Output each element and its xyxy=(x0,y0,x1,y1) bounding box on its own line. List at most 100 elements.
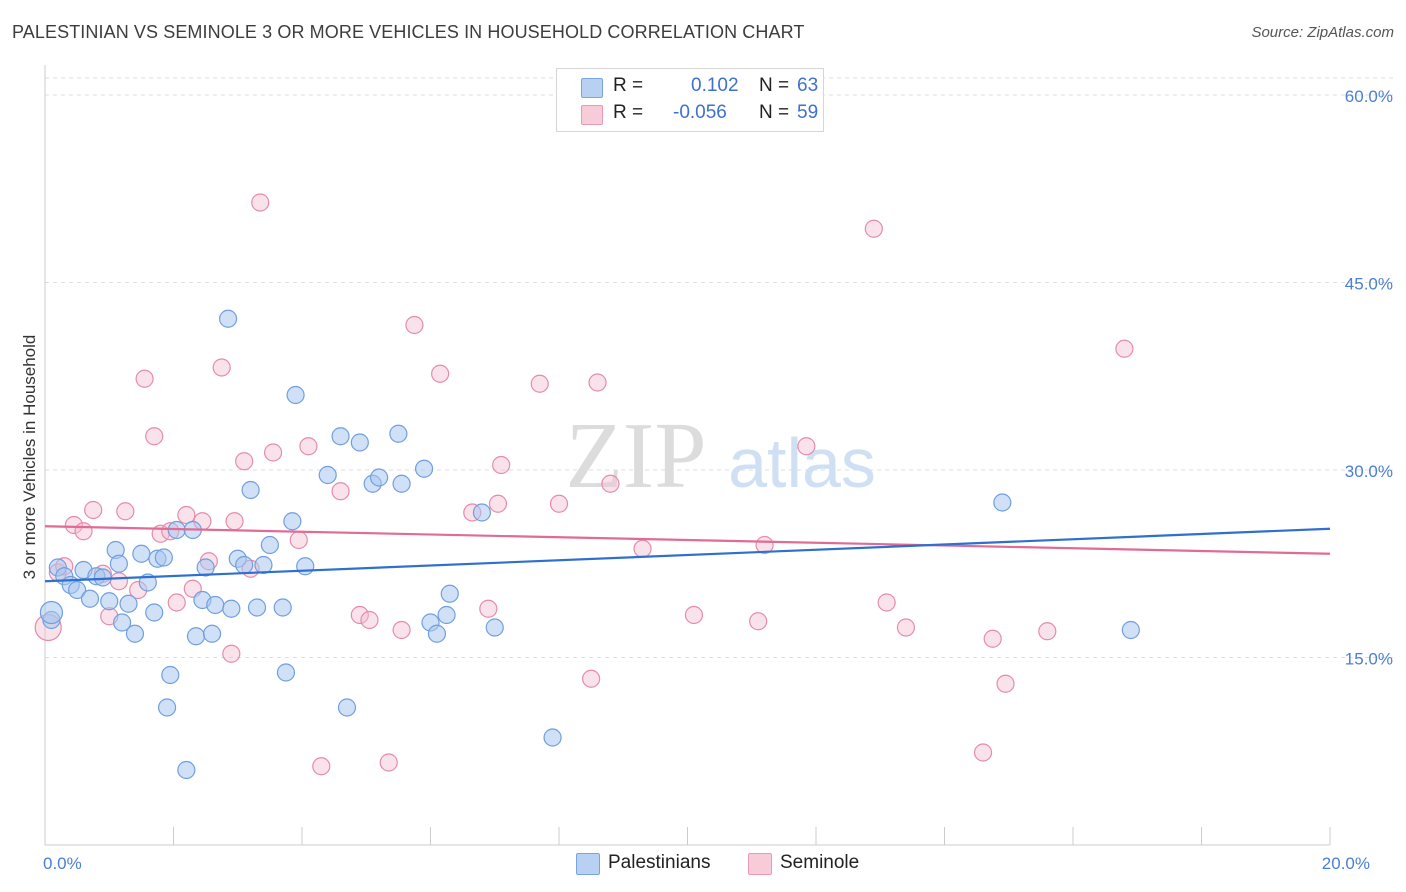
seminole-point xyxy=(431,364,450,383)
palestinian-point xyxy=(331,427,350,446)
palestinian-point xyxy=(219,309,238,328)
palestinian-point xyxy=(318,465,337,485)
palestinian-point xyxy=(276,663,296,682)
seminole-point xyxy=(84,500,103,520)
seminole-point xyxy=(392,620,411,640)
palestinian-point xyxy=(283,512,302,531)
seminole-point xyxy=(530,374,549,393)
legend-label: Seminole xyxy=(780,852,860,873)
palestinian-point xyxy=(286,385,305,405)
stats-legend: R = 0.102 N = 63 R = -0.056 N = 59 xyxy=(556,68,824,132)
watermark: ZIP atlas xyxy=(566,404,876,508)
seminole-point xyxy=(549,494,569,513)
legend-n-label: N = xyxy=(759,75,790,96)
seminole-point xyxy=(1115,339,1134,358)
seminole-point xyxy=(116,502,135,521)
chart-title: PALESTINIAN VS SEMINOLE 3 OR MORE VEHICL… xyxy=(12,22,805,42)
y-tick-label: 60.0% xyxy=(1345,87,1393,106)
palestinian-point xyxy=(145,603,164,622)
palestinian-point xyxy=(1121,620,1140,640)
seminole-trend-line xyxy=(44,525,1331,555)
seminole-point xyxy=(135,369,154,388)
seminole-point xyxy=(331,482,350,501)
legend-n-value: 59 xyxy=(797,102,819,123)
seminole-point xyxy=(864,219,883,238)
palestinian-point xyxy=(440,584,459,603)
tick-labels: 15.0% 30.0% 45.0% 60.0% 0.0% 20.0% xyxy=(43,87,1393,873)
palestinian-point xyxy=(350,433,369,452)
seminole-point xyxy=(973,743,993,762)
palestinian-point xyxy=(337,698,357,717)
palestinian-point xyxy=(260,535,279,555)
palestinian-point xyxy=(427,624,447,643)
legend-swatch-pink xyxy=(581,105,603,125)
seminole-point xyxy=(251,193,270,212)
palestinian-point xyxy=(254,555,273,575)
seminole-point xyxy=(167,593,186,612)
y-tick-label: 15.0% xyxy=(1345,650,1393,669)
seminole-point xyxy=(684,605,704,625)
trend-lines xyxy=(44,525,1331,583)
chart-source: Source: ZipAtlas.com xyxy=(1251,24,1394,41)
palestinian-point xyxy=(202,624,222,643)
legend-r-label: R = xyxy=(613,102,644,123)
palestinian-point xyxy=(543,728,562,747)
seminole-point xyxy=(74,522,93,541)
axes xyxy=(44,65,1331,846)
palestinian-point xyxy=(157,698,177,717)
palestinian-point xyxy=(161,665,180,685)
palestinian-point xyxy=(241,480,260,500)
palestinian-point xyxy=(177,760,196,780)
palestinian-point xyxy=(93,568,112,587)
palestinian-point xyxy=(68,580,87,600)
seminole-point xyxy=(996,674,1015,693)
seminole-point xyxy=(479,599,498,618)
seminole-point xyxy=(492,455,511,475)
seminole-point xyxy=(145,427,164,446)
x-tick-label: 0.0% xyxy=(43,854,82,873)
seminole-point xyxy=(360,610,379,630)
legend-n-label: N = xyxy=(759,102,790,123)
seminole-point xyxy=(488,494,508,513)
palestinian-point xyxy=(80,589,100,608)
palestinian-point xyxy=(112,613,132,632)
seminole-point xyxy=(749,612,768,631)
seminole-point xyxy=(983,629,1002,648)
palestinian-point xyxy=(154,548,173,567)
palestinian-point xyxy=(472,503,491,522)
seminole-point xyxy=(289,530,308,550)
seminole-point xyxy=(896,618,916,637)
seminole-point xyxy=(379,753,398,772)
seminole-point xyxy=(64,515,84,535)
palestinian-point xyxy=(993,493,1012,512)
legend-swatch-blue xyxy=(581,78,603,98)
seminole-point xyxy=(601,474,620,493)
seminole-point xyxy=(633,539,652,558)
legend-r-value: 0.102 xyxy=(691,75,739,96)
seminole-point xyxy=(350,605,369,625)
seminole-point xyxy=(109,572,128,591)
palestinian-point xyxy=(222,599,241,618)
y-tick-label: 30.0% xyxy=(1345,462,1393,481)
palestinian-trend-line xyxy=(44,527,1331,583)
seminole-point xyxy=(225,512,244,531)
seminole-point xyxy=(877,593,896,612)
palestinian-point xyxy=(296,557,315,576)
legend-r-label: R = xyxy=(613,75,644,96)
seminole-point xyxy=(312,757,331,776)
palestinian-point xyxy=(119,594,138,613)
watermark-atlas: atlas xyxy=(728,424,876,502)
legend-swatch-blue xyxy=(576,853,600,875)
palestinian-point xyxy=(414,459,434,478)
palestinian-point xyxy=(125,624,145,643)
palestinian-point xyxy=(485,618,504,637)
palestinian-point xyxy=(186,627,206,646)
seminole-point xyxy=(405,315,424,335)
x-tick-label: 20.0% xyxy=(1322,854,1370,873)
seminole-point xyxy=(235,452,254,471)
legend-swatch-pink xyxy=(748,853,772,875)
palestinian-point xyxy=(109,554,128,573)
palestinian-point xyxy=(273,598,292,617)
legend-r-value: -0.056 xyxy=(673,102,727,123)
